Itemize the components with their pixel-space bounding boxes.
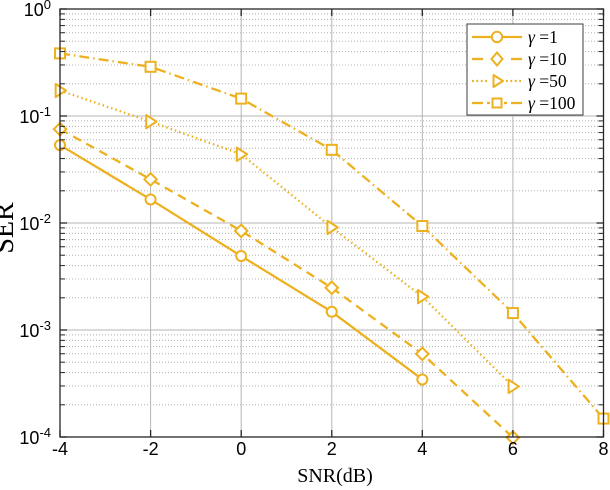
svg-text:10-3: 10-3	[19, 318, 51, 341]
svg-text:10-1: 10-1	[19, 104, 51, 127]
svg-text:SER: SER	[0, 202, 20, 254]
svg-text:SNR(dB): SNR(dB)	[297, 465, 373, 487]
svg-text:8: 8	[598, 439, 608, 459]
svg-text:100: 100	[24, 0, 51, 20]
svg-text:γ =50: γ =50	[528, 71, 567, 91]
svg-text:γ =1: γ =1	[528, 27, 558, 47]
svg-text:2: 2	[327, 439, 337, 459]
svg-text:4: 4	[417, 439, 427, 459]
svg-text:0: 0	[236, 439, 246, 459]
svg-text:10-4: 10-4	[19, 425, 51, 448]
svg-text:γ =100: γ =100	[528, 93, 576, 113]
svg-text:-4: -4	[52, 439, 68, 459]
svg-text:-2: -2	[143, 439, 159, 459]
svg-text:6: 6	[508, 439, 518, 459]
svg-text:10-2: 10-2	[19, 211, 51, 234]
svg-text:γ =10: γ =10	[528, 49, 567, 69]
